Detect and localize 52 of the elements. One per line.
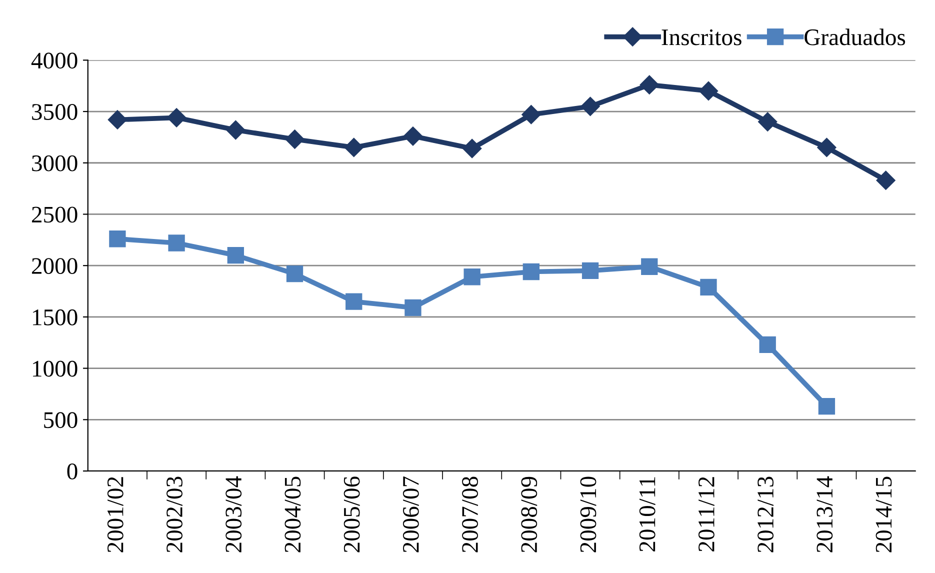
point — [876, 170, 896, 190]
point — [404, 299, 422, 316]
y-tick-label: 1500 — [33, 309, 78, 326]
point — [818, 398, 836, 415]
y-tick-label: 2500 — [32, 206, 78, 223]
point — [168, 234, 185, 252]
x-tick-label: 2009/10 — [580, 476, 596, 552]
x-tick-label: 2012/13 — [758, 476, 774, 552]
x-tick-label: 2006/07 — [402, 476, 419, 552]
point — [580, 96, 600, 116]
point — [522, 263, 540, 280]
point — [226, 120, 246, 140]
y-tick-label: 4000 — [31, 52, 78, 69]
point — [759, 336, 776, 354]
point — [227, 246, 244, 264]
point — [462, 138, 482, 158]
x-tick-label: 2013/14 — [816, 476, 833, 552]
point — [522, 105, 541, 124]
point — [108, 110, 127, 130]
y-tick-label: 1000 — [33, 360, 78, 377]
point — [167, 108, 186, 128]
x-tick-label: 2001/02 — [107, 477, 124, 552]
x-tick-label: 2004/05 — [284, 476, 301, 552]
x-tick-label: 2011/12 — [698, 477, 714, 552]
point — [286, 265, 304, 282]
y-tick-label: 3500 — [32, 104, 78, 120]
legend-label: Graduados — [804, 28, 906, 46]
x-tick-label: 2008/09 — [521, 476, 538, 552]
point — [758, 112, 778, 132]
y-tick-label: 3000 — [32, 155, 78, 172]
point — [344, 138, 364, 157]
point — [582, 262, 599, 280]
point — [698, 81, 718, 101]
point — [285, 130, 304, 149]
x-tick-label: 2010/11 — [639, 477, 656, 552]
point — [640, 75, 659, 94]
point — [641, 258, 658, 275]
point — [109, 230, 126, 248]
point — [464, 268, 480, 286]
legend-label: Inscritos — [662, 29, 742, 46]
point — [346, 293, 362, 310]
x-tick-label: 2003/04 — [226, 476, 242, 552]
x-tick-label: 2014/15 — [876, 476, 892, 552]
y-tick-label: 0 — [67, 463, 78, 480]
x-tick-label: 2007/08 — [462, 476, 478, 552]
point — [700, 278, 717, 296]
point — [403, 126, 423, 146]
x-tick-label: 2005/06 — [344, 476, 360, 552]
x-tick-label: 2002/03 — [166, 476, 182, 552]
y-tick-label: 2000 — [32, 258, 78, 274]
y-tick-label: 500 — [44, 412, 78, 428]
point — [817, 138, 836, 157]
